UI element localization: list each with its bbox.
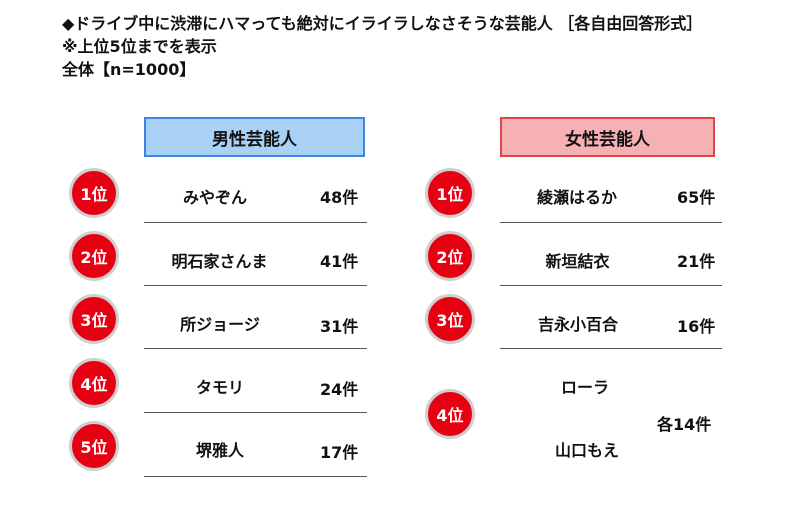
rank-badge: 5位 — [69, 421, 119, 471]
celebrity-name: 所ジョージ — [180, 315, 260, 334]
rank-badge: 2位 — [425, 231, 475, 281]
celebrity-name: 新垣結衣 — [545, 252, 610, 271]
survey-title: ◆ドライブ中に渋滞にハマっても絶対にイライラしなさそうな芸能人 ［各自由回答形式… — [62, 14, 703, 33]
survey-note: ※上位5位までを表示 — [62, 37, 217, 56]
row-divider — [500, 285, 722, 286]
vote-count: 24件 — [320, 380, 359, 399]
celebrity-name: 山口もえ — [554, 441, 619, 460]
row-divider — [500, 348, 722, 349]
vote-count: 31件 — [320, 317, 359, 336]
row-divider — [500, 222, 722, 223]
rank-badge: 2位 — [69, 231, 119, 281]
vote-count: 41件 — [320, 252, 359, 271]
celebrity-name: ローラ — [560, 378, 609, 397]
row-divider — [144, 348, 367, 349]
celebrity-name: みやぞん — [182, 188, 247, 207]
row-divider — [144, 476, 367, 477]
vote-count: 21件 — [677, 252, 716, 271]
rank-badge: 4位 — [69, 358, 119, 408]
rank-badge: 3位 — [425, 294, 475, 344]
vote-count: 17件 — [320, 443, 359, 462]
rank-badge: 1位 — [69, 168, 119, 218]
female-celebrities-heading: 女性芸能人 — [500, 117, 715, 157]
celebrity-name: 明石家さんま — [171, 252, 268, 271]
celebrity-name: 綾瀬はるか — [536, 188, 617, 207]
celebrity-name: 堺雅人 — [195, 441, 244, 460]
celebrity-name: タモリ — [195, 378, 244, 397]
vote-count: 各14件 — [657, 415, 712, 434]
rank-badge: 1位 — [425, 168, 475, 218]
sample-size: 全体【n=1000】 — [62, 60, 196, 79]
male-celebrities-heading: 男性芸能人 — [144, 117, 365, 157]
row-divider — [144, 285, 367, 286]
row-divider — [144, 222, 367, 223]
rank-badge: 3位 — [69, 294, 119, 344]
vote-count: 65件 — [677, 188, 716, 207]
rank-badge: 4位 — [425, 389, 475, 439]
vote-count: 16件 — [677, 317, 716, 336]
row-divider — [144, 412, 367, 413]
celebrity-name: 吉永小百合 — [537, 315, 618, 334]
vote-count: 48件 — [320, 188, 359, 207]
